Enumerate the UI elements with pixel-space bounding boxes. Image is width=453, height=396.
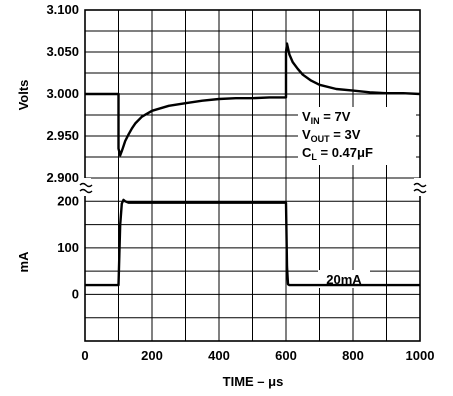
vin-annotation: VIN = 7V <box>302 109 351 126</box>
time-tick-label: 400 <box>208 348 230 363</box>
ma-tick-label: 200 <box>57 193 79 208</box>
volts-tick-label: 3.100 <box>46 2 79 17</box>
volts-tick-label: 3.050 <box>46 44 79 59</box>
time-tick-label: 200 <box>141 348 163 363</box>
axis-break-right <box>414 178 426 196</box>
time-tick-label: 800 <box>342 348 364 363</box>
volts-axis-label: Volts <box>16 80 31 111</box>
time-axis-label: TIME – μs <box>223 374 284 389</box>
volts-tick-label: 3.000 <box>46 86 79 101</box>
ma-tick-label: 0 <box>72 286 79 301</box>
axis-break-left <box>79 178 92 196</box>
volts-tick-label: 2.900 <box>46 170 79 185</box>
grid-lines <box>85 10 420 341</box>
volts-tick-label: 2.950 <box>46 128 79 143</box>
ma-axis-label: mA <box>16 251 31 273</box>
ma-tick-label: 100 <box>57 240 79 255</box>
time-tick-label: 0 <box>81 348 88 363</box>
time-tick-label: 600 <box>275 348 297 363</box>
time-tick-label: 1000 <box>406 348 435 363</box>
